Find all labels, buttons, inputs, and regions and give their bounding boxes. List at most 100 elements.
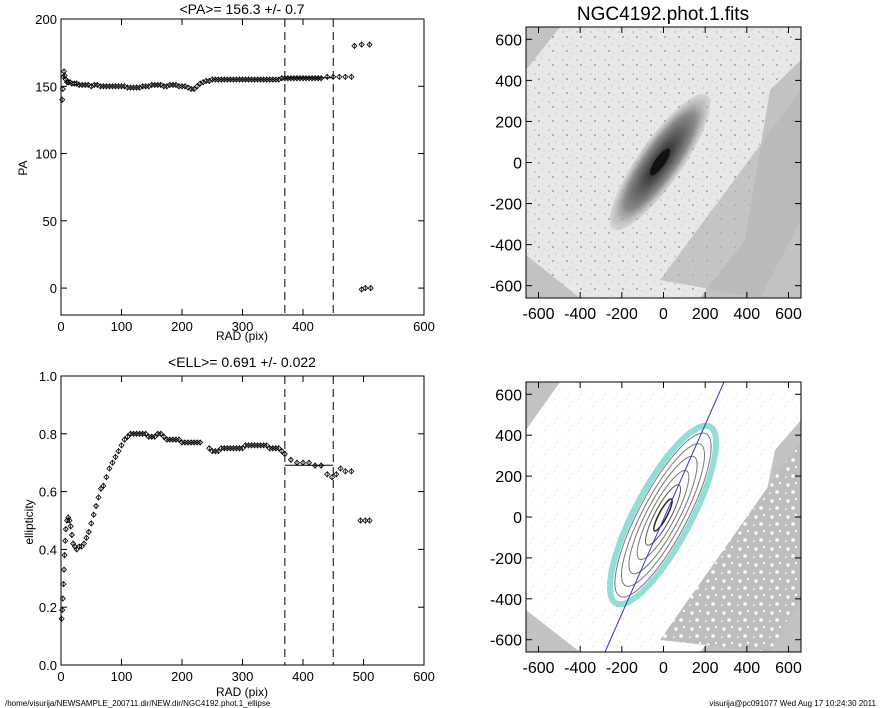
img1-y-tick-label: -200	[490, 197, 522, 214]
pa-x-tick-label: 100	[111, 319, 133, 334]
pa-point	[184, 84, 192, 91]
ell-point	[278, 448, 285, 455]
ell-point	[337, 465, 344, 472]
pa-x-tick-label: 0	[57, 319, 64, 334]
pa-vline-group	[284, 19, 334, 315]
pa-point	[94, 81, 101, 88]
footer-file-path: /home/visurija/NEWSAMPLE_200711.dir/NEW.…	[5, 699, 271, 708]
pa-point	[172, 81, 180, 88]
ell-x-tick-label: 200	[171, 669, 193, 684]
pa-point	[367, 285, 374, 292]
pa-point	[197, 80, 204, 87]
ell-point	[157, 430, 164, 437]
img1-x-tick-label: 0	[659, 306, 668, 323]
pa-plot: <PA>= 156.3 +/- 0.7 0 100 200 300 400 600 0 50 1…	[16, 1, 435, 343]
ell-y-tick-label: 0.0	[39, 658, 57, 673]
ell-point	[100, 482, 107, 489]
img1-y-tick-label: -400	[490, 238, 522, 255]
pa-point	[362, 285, 369, 292]
img1-y-tick-label: 400	[495, 73, 522, 90]
pa-point	[358, 41, 365, 48]
pa-y-tick-label: 50	[43, 214, 57, 229]
pa-point	[318, 75, 325, 82]
ell-point	[106, 465, 113, 472]
img1-x-tick-label: 400	[733, 306, 760, 323]
ellipse-fit-image-tick-group: -600 -400 -200 0 200 400 600 600 400 200 0 -200 -400…	[490, 382, 802, 677]
img2-x-tick-label: -200	[606, 660, 638, 677]
img2-y-tick-label: 200	[495, 469, 522, 486]
ell-y-tick-label: 0.8	[39, 427, 57, 442]
ell-point	[59, 607, 66, 614]
galaxy-image-title: NGC4192.phot.1.fits	[577, 4, 749, 25]
pa-y-tick-label: 150	[35, 79, 57, 94]
pa-x-tick-label: 300	[232, 319, 254, 334]
ellipse-fit-image	[526, 382, 801, 652]
ell-point	[95, 494, 102, 501]
ell-point	[324, 471, 331, 478]
pa-x-tick-label: 600	[413, 319, 435, 334]
ell-point	[103, 474, 110, 481]
ell-point	[112, 453, 119, 460]
ell-point	[287, 456, 294, 463]
ellipticity-vline-group	[284, 376, 334, 665]
pa-point	[324, 73, 331, 80]
ell-point	[305, 459, 313, 466]
ell-point	[299, 459, 307, 466]
ell-point	[175, 436, 183, 443]
pa-y-tick-label: 200	[35, 12, 57, 27]
pa-point	[275, 76, 282, 83]
img2-x-tick-label: 0	[659, 660, 668, 677]
img1-x-tick-label: -200	[606, 306, 638, 323]
ellipticity-tick-group: 0 100 200 300 400 500 600 0.0 0.2 0.4 0.6 0.8 1.0	[39, 369, 435, 684]
pa-point	[68, 80, 75, 87]
pa-point	[194, 83, 201, 90]
pa-point	[336, 73, 343, 80]
img2-y-tick-label: -600	[490, 633, 522, 650]
img2-y-tick-label: 600	[495, 387, 522, 404]
ell-point	[58, 615, 65, 622]
ell-x-tick-label: 0	[57, 669, 64, 684]
ell-point	[85, 528, 92, 536]
pa-point	[88, 83, 95, 90]
ell-point	[80, 540, 88, 547]
ell-point	[60, 581, 67, 588]
ell-point	[160, 433, 167, 440]
ell-point	[66, 517, 73, 524]
ell-point	[348, 468, 355, 475]
ell-point	[67, 523, 74, 530]
galaxy-image	[526, 27, 801, 298]
img2-y-tick-label: 0	[513, 510, 522, 527]
img1-x-tick-label: -600	[522, 306, 554, 323]
ell-point	[333, 471, 340, 478]
ell-point	[61, 552, 68, 559]
ell-point	[197, 439, 204, 446]
ell-point	[115, 448, 122, 455]
pa-tick-group: 0 100 200 300 400 600 0 50 100 150 200	[35, 12, 435, 334]
pa-point	[181, 83, 189, 90]
ell-point	[124, 433, 131, 440]
pa-point	[348, 73, 355, 80]
pa-y-tick-label: 100	[35, 147, 57, 162]
img1-y-tick-label: 200	[495, 114, 522, 131]
ell-point	[342, 468, 349, 475]
pa-point	[136, 84, 143, 91]
img1-y-tick-label: 0	[513, 156, 522, 173]
ell-x-tick-label: 300	[232, 669, 254, 684]
pa-point	[330, 73, 337, 80]
ell-point	[65, 514, 72, 521]
ell-x-tick-label: 500	[353, 669, 375, 684]
img2-x-tick-label: -600	[522, 660, 554, 677]
ell-point	[83, 534, 90, 541]
img2-y-tick-label: -400	[490, 592, 522, 609]
pa-x-axis-label: RAD (pix)	[216, 329, 268, 343]
pa-y-axis-label: PA	[16, 160, 30, 175]
pa-point	[71, 80, 78, 87]
ell-x-tick-label: 600	[413, 669, 435, 684]
ell-point	[328, 474, 336, 481]
ell-x-tick-label: 100	[111, 669, 133, 684]
galaxy-image-panel: NGC4192.phot.1.fits -600 -400 -200 0 200 400 6…	[490, 4, 802, 323]
ell-point	[312, 462, 319, 469]
pa-point	[59, 85, 66, 93]
ell-point	[68, 531, 75, 539]
